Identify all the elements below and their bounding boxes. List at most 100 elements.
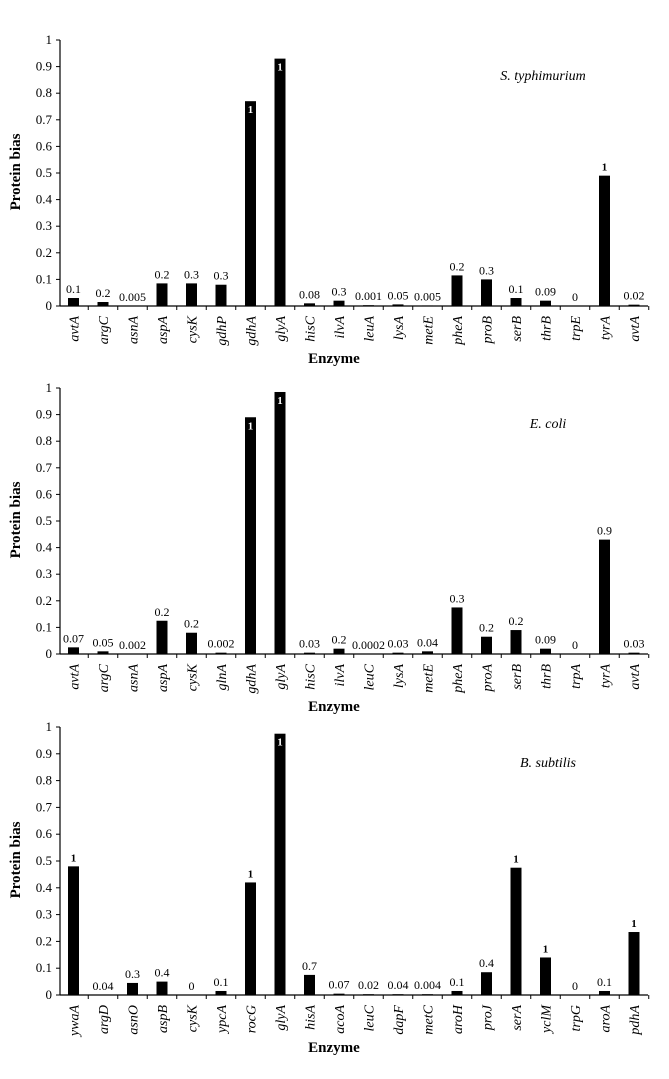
x-tick-label: leuA	[363, 316, 378, 342]
y-tick-label: 0.2	[36, 245, 52, 260]
data-label: 0.005	[119, 290, 146, 304]
x-tick-label: serA	[510, 1005, 525, 1031]
bar-gdhp	[215, 284, 227, 306]
y-tick-label: 0.5	[36, 853, 52, 868]
data-label: 0.004	[414, 978, 441, 992]
data-label: 0.7	[302, 959, 317, 973]
data-label: 0.07	[329, 978, 350, 992]
y-axis-label: Protein bias	[8, 821, 24, 898]
data-label: 0.2	[155, 605, 170, 619]
data-label: 0.3	[184, 267, 199, 281]
x-tick-label: asnO	[127, 1005, 142, 1035]
y-tick-label: 1	[46, 32, 53, 47]
chart-panel-e-coli: 0 0.1 0.2 0.3 0.4 0.5 0.6 0.7 0.8 0.9 1 avtA 0.07 arg…	[8, 380, 650, 715]
x-tick-label: avtA	[628, 316, 643, 342]
y-axis-label: Protein bias	[8, 481, 24, 558]
data-label: 0.03	[299, 637, 320, 651]
x-tick-label: glyA	[274, 316, 289, 342]
data-label: 1	[248, 868, 254, 880]
bar-hisc	[304, 303, 315, 306]
x-tick-label: metE	[422, 664, 437, 693]
chart-title: E. coli	[529, 417, 567, 432]
x-tick-label: hisA	[304, 1005, 319, 1030]
bar-asno	[127, 982, 138, 995]
y-tick-label: 0.9	[36, 407, 52, 422]
y-tick-label: 0.4	[36, 880, 53, 895]
y-tick-label: 0.3	[36, 218, 52, 233]
x-tick-label: avtA	[628, 664, 643, 690]
y-tick-label: 0.7	[36, 799, 53, 814]
x-tick-label: serB	[510, 316, 525, 342]
data-label: 0.3	[450, 591, 465, 605]
bar-aspa	[156, 283, 168, 306]
bar-aroh	[451, 990, 463, 995]
bar-hisc	[304, 652, 315, 654]
bar-metc	[422, 994, 433, 995]
y-tick-label: 0.6	[36, 826, 53, 841]
x-tick-label: aroA	[599, 1005, 614, 1033]
bar-glya	[274, 391, 286, 654]
x-tick-label: cysK	[186, 315, 201, 343]
y-tick-label: 0.4	[36, 192, 53, 207]
bar-mete	[422, 305, 433, 306]
data-label: 1	[71, 852, 77, 864]
x-tick-label: serB	[510, 664, 525, 690]
x-tick-label: acoA	[333, 1005, 348, 1034]
x-tick-label: argC	[97, 663, 112, 692]
x-tick-label: asnA	[127, 664, 142, 692]
data-label: 0.001	[355, 289, 382, 303]
bar-sera	[510, 867, 522, 995]
y-tick-label: 0.9	[36, 59, 52, 74]
x-tick-label: glyA	[274, 1005, 289, 1031]
data-label: 1	[277, 395, 283, 407]
chart-title: B. subtilis	[520, 756, 577, 771]
data-label: 0	[572, 290, 578, 304]
bar-tyra	[599, 539, 610, 654]
data-label: 0.002	[119, 638, 146, 652]
y-tick-label: 0.2	[36, 593, 52, 608]
data-label: 0.002	[208, 637, 235, 651]
y-tick-label: 0.1	[36, 960, 52, 975]
y-tick-label: 0.7	[36, 460, 53, 475]
bar-thrb	[540, 300, 551, 306]
x-tick-label: hisC	[304, 663, 319, 689]
x-tick-label: tyrA	[599, 316, 614, 341]
y-tick-label: 0.9	[36, 746, 52, 761]
x-tick-label: metE	[422, 316, 437, 345]
data-label: 1	[602, 162, 608, 174]
x-tick-label: leuC	[363, 1004, 378, 1031]
x-tick-label: avtA	[68, 664, 83, 690]
y-tick-label: 0.8	[36, 85, 52, 100]
data-label: 0.04	[417, 635, 438, 649]
x-tick-label: proA	[481, 664, 496, 693]
bar-hisa	[304, 974, 315, 995]
data-label: 1	[248, 420, 254, 432]
bar-aspa	[156, 620, 168, 654]
y-tick-label: 0.4	[36, 540, 53, 555]
x-tick-label: ypcA	[215, 1005, 230, 1035]
data-label: 1	[277, 737, 283, 749]
bar-glna	[215, 652, 227, 654]
x-tick-label: glyA	[274, 664, 289, 690]
x-axis-label: Enzyme	[308, 699, 360, 715]
bar-avta	[628, 304, 640, 306]
bar-argc	[97, 302, 109, 306]
bar-aspb	[156, 981, 168, 995]
bar-yclm	[540, 957, 551, 995]
bar-mete	[422, 651, 433, 654]
x-tick-label: rocG	[245, 1005, 260, 1033]
x-tick-label: thrB	[540, 664, 555, 689]
data-label: 1	[248, 104, 254, 116]
x-tick-label: trpG	[569, 1005, 584, 1031]
y-axis-label: Protein bias	[8, 133, 24, 210]
data-label: 0.2	[332, 633, 347, 647]
x-tick-label: asnA	[127, 316, 142, 344]
data-label: 0.1	[66, 282, 81, 296]
bar-phea	[451, 607, 463, 654]
bar-serb	[510, 298, 522, 306]
data-label: 0.9	[597, 524, 612, 538]
bar-glya	[274, 733, 286, 995]
bar-ywaa	[68, 866, 79, 995]
y-tick-label: 1	[46, 380, 53, 395]
data-label: 1	[543, 943, 549, 955]
